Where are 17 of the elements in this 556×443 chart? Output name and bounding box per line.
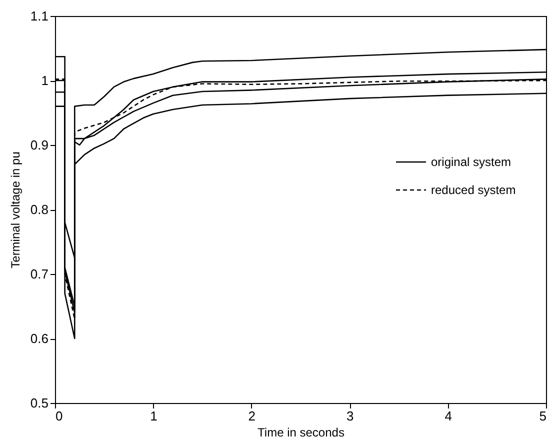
x-axis-title: Time in seconds <box>258 426 344 440</box>
y-tick-label: 0.7 <box>30 266 48 282</box>
y-axis-title: Terminal voltage in pu <box>8 152 22 268</box>
y-tick-label: 0.5 <box>30 396 48 410</box>
y-tick-label: 0.6 <box>30 331 48 346</box>
y-tick-label: 1 <box>41 73 48 88</box>
x-tick-label: 5 <box>539 408 546 424</box>
y-tick-label: 0.8 <box>30 202 48 217</box>
legend-label: reduced system <box>431 183 516 197</box>
x-tick-label: 4 <box>444 408 452 424</box>
y-tick-label: 0.9 <box>30 138 48 152</box>
x-tick-label: 1 <box>150 408 158 424</box>
x-tick-label: 0 <box>56 408 63 424</box>
y-tick-label: 1.1 <box>30 8 48 24</box>
legend-label: original system <box>431 155 512 169</box>
x-tick-label: 3 <box>346 408 354 424</box>
x-tick-label: 2 <box>248 408 256 424</box>
